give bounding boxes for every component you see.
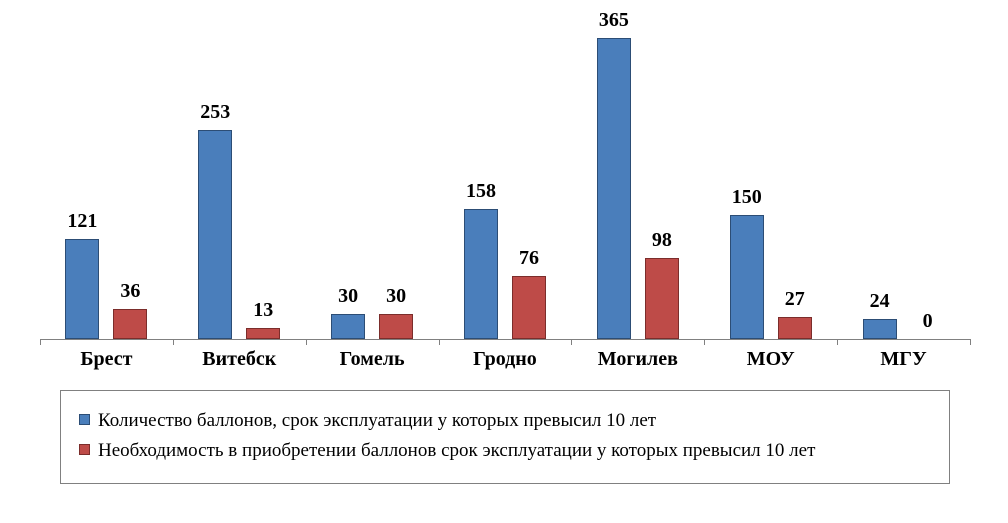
bar-series1 xyxy=(464,209,498,339)
bar-series2 xyxy=(113,309,147,339)
x-axis-label: МОУ xyxy=(704,348,837,371)
bar-value-label: 0 xyxy=(896,310,960,333)
x-axis-label: Гродно xyxy=(439,348,572,371)
bar-value-label: 121 xyxy=(50,210,114,233)
bar-value-label: 13 xyxy=(231,299,295,322)
legend-item: Необходимость в приобретении баллонов ср… xyxy=(79,439,931,463)
bar-group: 3030 xyxy=(306,10,439,339)
bar-group: 150 27 xyxy=(704,10,837,339)
axis-tick xyxy=(837,339,838,345)
legend-label: Количество баллонов, срок эксплуатации у… xyxy=(98,409,656,433)
bar-group: 253 13 xyxy=(173,10,306,339)
bar-series1 xyxy=(730,215,764,339)
x-axis-labels: БрестВитебскГомельГродноМогилевМОУМГУ xyxy=(40,348,970,376)
bar-series1 xyxy=(597,38,631,339)
axis-tick xyxy=(306,339,307,345)
x-axis-label: Могилев xyxy=(571,348,704,371)
chart-container: 121 36 253 13 3030 158 76 365 98 150 27 240 БрестВи… xyxy=(0,0,1008,523)
axis-tick xyxy=(173,339,174,345)
bar-value-label: 30 xyxy=(364,285,428,308)
bar-group: 365 98 xyxy=(571,10,704,339)
bar-series2 xyxy=(778,317,812,339)
x-axis-label: Гомель xyxy=(306,348,439,371)
axis-tick xyxy=(970,339,971,345)
bar-value-label: 36 xyxy=(98,280,162,303)
bar-value-label: 76 xyxy=(497,247,561,270)
bar-series2 xyxy=(512,276,546,339)
bar-series2 xyxy=(645,258,679,339)
x-axis-label: Брест xyxy=(40,348,173,371)
axis-tick xyxy=(40,339,41,345)
bar-value-label: 98 xyxy=(630,229,694,252)
bar-group: 158 76 xyxy=(439,10,572,339)
legend-swatch-icon xyxy=(79,414,90,425)
bar-value-label: 365 xyxy=(582,9,646,32)
x-axis-label: МГУ xyxy=(837,348,970,371)
legend-label: Необходимость в приобретении баллонов ср… xyxy=(98,439,815,463)
legend-item: Количество баллонов, срок эксплуатации у… xyxy=(79,409,931,433)
axis-tick xyxy=(571,339,572,345)
bar-series1 xyxy=(331,314,365,339)
bar-series2 xyxy=(379,314,413,339)
bar-value-label: 158 xyxy=(449,180,513,203)
x-axis-label: Витебск xyxy=(173,348,306,371)
axis-tick xyxy=(704,339,705,345)
axis-tick xyxy=(439,339,440,345)
bar-series2 xyxy=(246,328,280,339)
bar-series1 xyxy=(198,130,232,339)
bar-value-label: 150 xyxy=(715,186,779,209)
bar-series1 xyxy=(65,239,99,339)
legend: Количество баллонов, срок эксплуатации у… xyxy=(60,390,950,484)
bar-series1 xyxy=(863,319,897,339)
legend-swatch-icon xyxy=(79,444,90,455)
plot-area: 121 36 253 13 3030 158 76 365 98 150 27 240 xyxy=(40,10,970,340)
bar-group: 240 xyxy=(837,10,970,339)
bar-value-label: 27 xyxy=(763,288,827,311)
bar-group: 121 36 xyxy=(40,10,173,339)
bar-value-label: 253 xyxy=(183,101,247,124)
